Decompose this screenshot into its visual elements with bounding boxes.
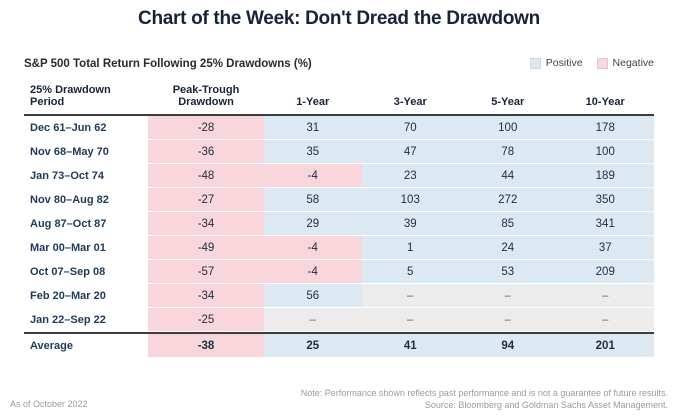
value-cell: 103: [361, 188, 459, 212]
table-header-row: 25% Drawdown Period Peak-Trough Drawdown 1…: [24, 82, 654, 116]
chart-subtitle: S&P 500 Total Return Following 25% Drawd…: [24, 58, 312, 70]
value-cell: 94: [459, 334, 557, 358]
legend: Positive Negative: [529, 57, 654, 69]
value-cell: -36: [148, 140, 264, 164]
value-cell: 31: [264, 116, 362, 140]
value-cell: -38: [148, 334, 264, 358]
legend-item-positive: Positive: [529, 57, 583, 69]
value-cell: -34: [148, 284, 264, 308]
as-of-text: As of October 2022: [10, 399, 88, 409]
value-cell: 56: [264, 284, 362, 308]
value-cell: -48: [148, 164, 264, 188]
negative-swatch-icon: [596, 57, 608, 69]
period-cell: Nov 68–May 70: [24, 140, 148, 164]
value-cell: –: [556, 284, 654, 308]
value-cell: 100: [556, 140, 654, 164]
period-cell: Mar 00–Mar 01: [24, 236, 148, 260]
average-row: Average -38 25 41 94 201: [24, 332, 654, 358]
table-row: Nov 80–Aug 82 -27 58 103 272 350: [24, 188, 654, 212]
table-row: Oct 07–Sep 08 -57 -4 5 53 209: [24, 260, 654, 284]
value-cell: 44: [459, 164, 557, 188]
value-cell: 78: [459, 140, 557, 164]
value-cell: 47: [361, 140, 459, 164]
header-cell: 3-Year: [361, 82, 459, 114]
value-cell: -49: [148, 236, 264, 260]
value-cell: 39: [361, 212, 459, 236]
legend-label: Positive: [545, 57, 583, 69]
value-cell: 37: [556, 236, 654, 260]
value-cell: 272: [459, 188, 557, 212]
period-cell: Dec 61–Jun 62: [24, 116, 148, 140]
header-cell: 1-Year: [264, 82, 362, 114]
value-cell: -4: [264, 260, 362, 284]
table-row: Mar 00–Mar 01 -49 -4 1 24 37: [24, 236, 654, 260]
period-cell: Nov 80–Aug 82: [24, 188, 148, 212]
table-row: Aug 87–Oct 87 -34 29 39 85 341: [24, 212, 654, 236]
legend-label: Negative: [612, 57, 654, 69]
page-title: Chart of the Week: Don't Dread the Drawd…: [138, 8, 540, 29]
header-cell: 10-Year: [556, 82, 654, 114]
period-cell: Feb 20–Mar 20: [24, 284, 148, 308]
value-cell: 70: [361, 116, 459, 140]
value-cell: –: [361, 308, 459, 332]
positive-swatch-icon: [529, 57, 541, 69]
table-row: Dec 61–Jun 62 -28 31 70 100 178: [24, 116, 654, 140]
value-cell: 189: [556, 164, 654, 188]
period-cell: Average: [24, 334, 148, 358]
sub-header: S&P 500 Total Return Following 25% Drawd…: [24, 56, 654, 74]
value-cell: 41: [361, 334, 459, 358]
table-row: Jan 73–Oct 74 -48 -4 23 44 189: [24, 164, 654, 188]
period-cell: Oct 07–Sep 08: [24, 260, 148, 284]
returns-table: 25% Drawdown Period Peak-Trough Drawdown 1…: [24, 82, 654, 358]
source-text: Source: Bloomberg and Goldman Sachs Asse…: [424, 399, 668, 410]
value-cell: –: [264, 308, 362, 332]
value-cell: 85: [459, 212, 557, 236]
value-cell: 24: [459, 236, 557, 260]
value-cell: 341: [556, 212, 654, 236]
value-cell: 1: [361, 236, 459, 260]
header-cell: Peak-Trough Drawdown: [148, 82, 264, 114]
value-cell: 35: [264, 140, 362, 164]
header-cell: 5-Year: [459, 82, 557, 114]
value-cell: 350: [556, 188, 654, 212]
value-cell: –: [361, 284, 459, 308]
value-cell: -28: [148, 116, 264, 140]
value-cell: 23: [361, 164, 459, 188]
value-cell: -4: [264, 236, 362, 260]
note-text: Note: Performance shown reflects past pe…: [300, 387, 668, 398]
value-cell: –: [556, 308, 654, 332]
value-cell: 201: [556, 334, 654, 358]
table-row: Feb 20–Mar 20 -34 56– – –: [24, 284, 654, 308]
value-cell: 53: [459, 260, 557, 284]
value-cell: -25: [148, 308, 264, 332]
value-cell: 5: [361, 260, 459, 284]
period-cell: Aug 87–Oct 87: [24, 212, 148, 236]
value-cell: 29: [264, 212, 362, 236]
value-cell: 25: [264, 334, 362, 358]
value-cell: -57: [148, 260, 264, 284]
value-cell: 178: [556, 116, 654, 140]
value-cell: -34: [148, 212, 264, 236]
value-cell: –: [459, 284, 557, 308]
value-cell: –: [459, 308, 557, 332]
header-cell: 25% Drawdown Period: [24, 82, 148, 114]
legend-item-negative: Negative: [596, 57, 654, 69]
value-cell: -4: [264, 164, 362, 188]
footer-notes: Note: Performance shown reflects past pe…: [301, 387, 668, 411]
value-cell: 58: [264, 188, 362, 212]
table-row: Nov 68–May 70 -36 35 47 78 100: [24, 140, 654, 164]
value-cell: -27: [148, 188, 264, 212]
value-cell: 209: [556, 260, 654, 284]
period-cell: Jan 22–Sep 22: [24, 308, 148, 332]
period-cell: Jan 73–Oct 74: [24, 164, 148, 188]
value-cell: 100: [459, 116, 557, 140]
table-row: Jan 22–Sep 22 -25– – – –: [24, 308, 654, 332]
